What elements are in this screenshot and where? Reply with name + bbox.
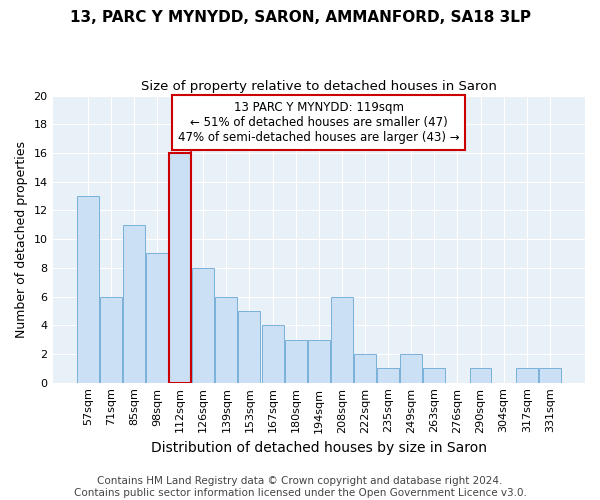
Bar <box>146 254 168 382</box>
Bar <box>424 368 445 382</box>
Bar <box>284 340 307 382</box>
Bar <box>77 196 98 382</box>
Text: Contains HM Land Registry data © Crown copyright and database right 2024.
Contai: Contains HM Land Registry data © Crown c… <box>74 476 526 498</box>
Y-axis label: Number of detached properties: Number of detached properties <box>15 140 28 338</box>
Bar <box>192 268 214 382</box>
Bar <box>238 311 260 382</box>
Bar <box>377 368 399 382</box>
Title: Size of property relative to detached houses in Saron: Size of property relative to detached ho… <box>141 80 497 93</box>
Bar <box>100 296 122 382</box>
Bar <box>331 296 353 382</box>
Bar <box>516 368 538 382</box>
Text: 13, PARC Y MYNYDD, SARON, AMMANFORD, SA18 3LP: 13, PARC Y MYNYDD, SARON, AMMANFORD, SA1… <box>70 10 530 25</box>
Bar <box>215 296 238 382</box>
Bar <box>169 153 191 382</box>
Bar <box>308 340 330 382</box>
Bar <box>262 326 284 382</box>
Bar <box>354 354 376 382</box>
Bar <box>539 368 561 382</box>
X-axis label: Distribution of detached houses by size in Saron: Distribution of detached houses by size … <box>151 441 487 455</box>
Bar <box>123 225 145 382</box>
Bar <box>470 368 491 382</box>
Bar <box>400 354 422 382</box>
Text: 13 PARC Y MYNYDD: 119sqm
← 51% of detached houses are smaller (47)
47% of semi-d: 13 PARC Y MYNYDD: 119sqm ← 51% of detach… <box>178 102 460 144</box>
